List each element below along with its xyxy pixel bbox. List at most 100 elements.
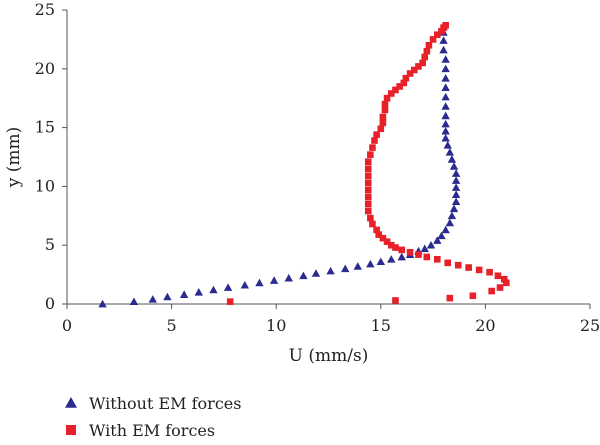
triangle-point — [353, 262, 362, 270]
square-point — [377, 125, 385, 133]
triangle-point — [443, 141, 452, 149]
triangle-point — [387, 255, 396, 263]
x-axis-title: U (mm/s) — [289, 346, 369, 366]
square-point — [421, 53, 429, 61]
triangle-point — [441, 64, 450, 73]
square-point — [364, 200, 372, 208]
square-point — [486, 268, 493, 276]
square-point — [488, 287, 495, 295]
square-point — [373, 131, 380, 138]
square-point — [364, 193, 372, 201]
triangle-point — [129, 297, 139, 306]
square-point — [454, 261, 462, 269]
legend-item: With EM forces — [66, 421, 215, 440]
square-point — [442, 21, 449, 29]
triangle-point — [451, 169, 461, 177]
triangle-point — [269, 276, 279, 284]
square-point — [367, 214, 374, 222]
triangle-point — [441, 74, 450, 82]
legend: Without EM forces With EM forces — [65, 394, 241, 440]
square-point — [364, 179, 372, 187]
x-axis: 0 5 10 15 20 25 — [62, 303, 600, 335]
square-point — [419, 59, 426, 67]
square-point — [373, 226, 380, 234]
triangle-point — [441, 55, 450, 63]
square-point — [375, 231, 383, 238]
square-point — [415, 251, 422, 258]
square-point — [500, 276, 508, 283]
square-point — [364, 186, 372, 194]
square-point — [379, 234, 387, 242]
y-tick-label: 0 — [45, 294, 55, 313]
triangle-point — [284, 273, 293, 282]
triangle-point — [366, 259, 375, 268]
triangle-point — [397, 252, 406, 261]
triangle-point — [445, 148, 455, 156]
triangle-point — [441, 111, 450, 120]
triangle-point — [447, 211, 457, 220]
triangle-point — [439, 45, 448, 54]
square-point — [383, 238, 391, 245]
triangle-point — [163, 292, 172, 301]
triangle-point — [441, 133, 450, 142]
square-point — [423, 47, 431, 55]
triangle-point — [451, 183, 461, 191]
square-point — [496, 284, 504, 291]
square-point — [398, 246, 406, 254]
triangle-point — [433, 236, 442, 244]
legend-triangle-marker — [65, 397, 77, 408]
y-tick-label: 15 — [35, 118, 55, 137]
x-tick-label: 15 — [371, 316, 391, 335]
square-point — [387, 241, 395, 249]
square-point — [410, 66, 418, 74]
triangle-point — [447, 155, 457, 163]
square-point — [406, 70, 414, 77]
triangle-point — [451, 197, 461, 206]
x-tick-label: 25 — [580, 316, 600, 335]
triangle-point — [420, 244, 429, 253]
square-point — [433, 256, 441, 263]
square-point — [381, 106, 389, 114]
triangle-point — [441, 119, 450, 128]
y-axis-title: y (mm) — [4, 127, 24, 189]
triangle-point — [326, 266, 335, 275]
square-point — [364, 172, 372, 180]
triangle-point — [441, 92, 450, 101]
triangle-point — [299, 271, 308, 280]
square-point — [494, 272, 502, 280]
triangle-point — [441, 225, 450, 234]
triangle-point — [426, 241, 436, 249]
x-tick-label: 10 — [266, 316, 286, 335]
x-tick-label: 0 — [62, 316, 72, 335]
triangle-point — [209, 285, 218, 294]
square-point — [503, 279, 510, 287]
series-layer — [98, 21, 510, 308]
square-point — [400, 79, 408, 87]
legend-label: With EM forces — [89, 421, 215, 440]
legend-square-marker — [66, 425, 76, 435]
square-point — [369, 144, 376, 151]
y-tick-label: 5 — [45, 235, 55, 254]
square-point — [387, 90, 395, 97]
square-point — [396, 83, 403, 90]
triangle-point — [437, 231, 446, 240]
square-point — [475, 266, 483, 274]
square-point — [433, 31, 441, 38]
series-2 — [226, 21, 510, 305]
legend-item: Without EM forces — [65, 394, 241, 413]
square-point — [226, 298, 234, 305]
square-point — [469, 292, 477, 300]
square-point — [438, 27, 445, 35]
triangle-point — [451, 176, 461, 184]
triangle-point — [449, 204, 459, 213]
triangle-point — [376, 257, 385, 266]
square-point — [465, 264, 472, 271]
y-tick-label: 20 — [35, 59, 55, 78]
triangle-point — [441, 126, 450, 135]
triangle-point — [441, 102, 450, 110]
square-point — [406, 248, 414, 256]
y-tick-label: 25 — [35, 0, 55, 19]
triangle-point — [441, 83, 450, 91]
x-tick-label: 5 — [167, 316, 177, 335]
